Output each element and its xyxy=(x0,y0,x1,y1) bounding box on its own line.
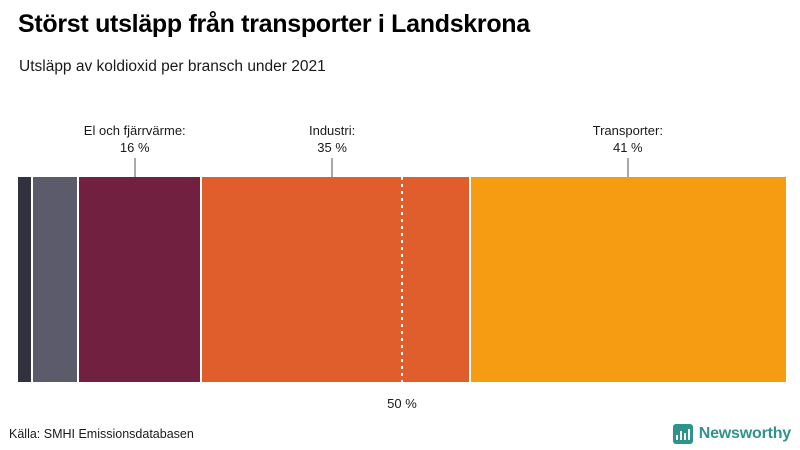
reference-line-label: 50 % xyxy=(387,396,417,411)
annotation-transporter: Transporter: 41 % xyxy=(593,122,663,156)
annotation-label: Industri: xyxy=(308,123,356,138)
bar-segment-transporter[interactable] xyxy=(471,177,786,382)
bar-segment-industri[interactable] xyxy=(202,177,472,382)
annotation-industri: Industri: 35 % xyxy=(309,122,355,156)
page-title: Störst utsläpp från transporter i Landsk… xyxy=(18,10,530,38)
brand-name: Newsworthy xyxy=(698,425,791,442)
source-note: Källa: SMHI Emissionsdatabasen xyxy=(9,427,194,441)
annotation-value: 16 % xyxy=(119,140,150,155)
annotation-tick-el-och-fjarrvarme xyxy=(134,158,136,177)
bar-segment-ovrigt[interactable] xyxy=(18,177,34,382)
annotation-tick-transporter xyxy=(627,158,629,177)
bar-segment-arbetsmaskiner[interactable] xyxy=(33,177,80,382)
brand-logo[interactable]: Newsworthy xyxy=(672,424,791,444)
annotation-el-och-fjarrvarme: El och fjärrvärme: 16 % xyxy=(84,122,186,156)
annotation-label: El och fjärrvärme: xyxy=(83,123,186,138)
annotation-value: 35 % xyxy=(317,140,347,155)
bar-segment-el-och-fjarrvarme[interactable] xyxy=(79,177,203,382)
reference-line-50-percent xyxy=(401,177,403,382)
annotation-tick-industri xyxy=(331,158,333,177)
annotation-label: Transporter: xyxy=(592,123,663,138)
bar-chart-icon xyxy=(672,424,693,444)
chart-subtitle: Utsläpp av koldioxid per bransch under 2… xyxy=(19,58,326,75)
annotation-value: 41 % xyxy=(612,140,643,155)
